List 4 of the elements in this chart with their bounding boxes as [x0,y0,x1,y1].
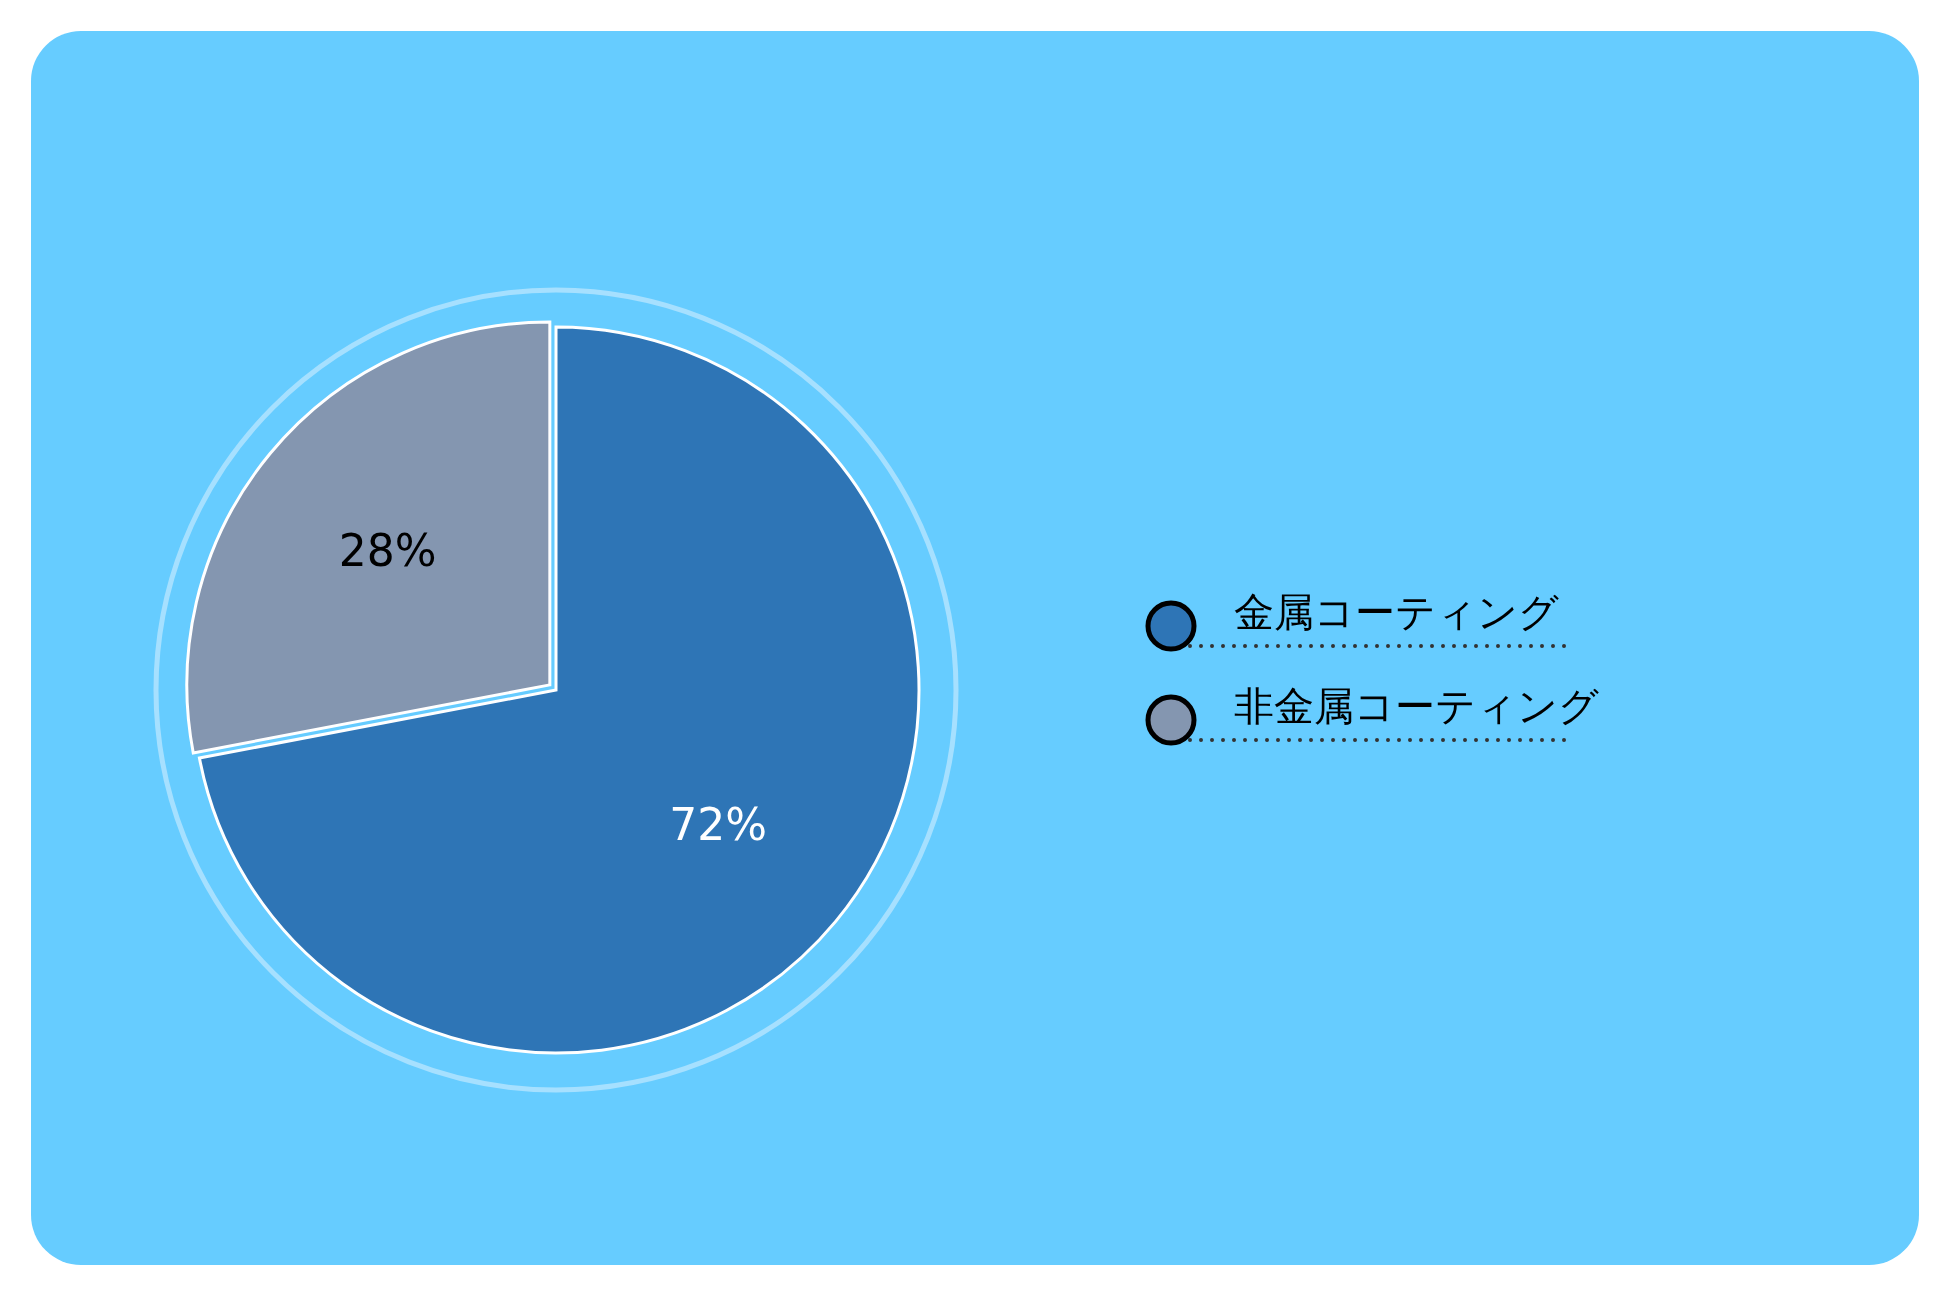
data-label: 72% [669,798,768,850]
legend-label: 非金属コーティング [1234,683,1599,729]
data-label: 28% [338,525,437,577]
legend-label: 金属コーティング [1234,589,1559,635]
